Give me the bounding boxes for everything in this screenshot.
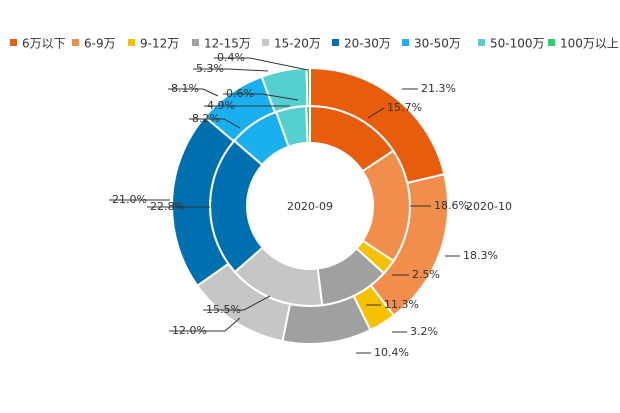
inner-ring-name: 2020-09 bbox=[287, 200, 333, 213]
value-label: 21.0% bbox=[112, 193, 147, 206]
outer-ring-name: 2020-10 bbox=[466, 200, 512, 213]
value-label: 15.5% bbox=[206, 303, 241, 316]
legend-swatch bbox=[72, 39, 79, 46]
legend-label: 9-12万 bbox=[140, 37, 179, 51]
legend-item[interactable]: 20-30万 bbox=[332, 37, 391, 51]
leader-line bbox=[223, 93, 299, 101]
value-label: 2.5% bbox=[412, 268, 440, 281]
outer-label-6-9万: 18.3% bbox=[445, 249, 498, 262]
inner-label-20-30万: 22.8% bbox=[147, 200, 210, 213]
legend-item[interactable]: 12-15万 bbox=[192, 37, 251, 51]
value-label: 22.8% bbox=[150, 200, 185, 213]
legend-item[interactable]: 9-12万 bbox=[128, 37, 179, 51]
inner-label-50-100万: 4.9% bbox=[204, 99, 290, 112]
value-label: 18.6% bbox=[434, 199, 469, 212]
outer-label-30-50万: 8.1% bbox=[168, 82, 219, 97]
inner-label-100万以上: 0.6% bbox=[223, 87, 299, 101]
legend-label: 20-30万 bbox=[344, 37, 391, 51]
value-label: 21.3% bbox=[421, 82, 456, 95]
inner-label-9-12万: 2.5% bbox=[392, 268, 440, 281]
leader-line bbox=[193, 68, 269, 72]
legend-label: 30-50万 bbox=[414, 37, 461, 51]
legend-item[interactable]: 15-20万 bbox=[262, 37, 321, 51]
outer-label-50-100万: 5.3% bbox=[193, 62, 269, 75]
outer-label-15-20万: 12.0% bbox=[169, 317, 241, 337]
legend-label: 12-15万 bbox=[204, 37, 251, 51]
value-label: 8.2% bbox=[192, 112, 220, 125]
value-label: 11.3% bbox=[384, 298, 419, 311]
data-labels: 21.3% 18.3% 3.2%10.4% 12.0% 21.0% 8.1% 5.3%0.4… bbox=[109, 51, 498, 359]
inner-label-30-50万: 8.2% bbox=[189, 112, 241, 129]
legend-swatch bbox=[402, 39, 409, 46]
value-label: 18.3% bbox=[463, 249, 498, 262]
leader-line bbox=[367, 107, 385, 119]
outer-label-12-15万: 10.4% bbox=[356, 346, 409, 359]
legend-item[interactable]: 6万以下 bbox=[10, 37, 66, 51]
outer-label-9-12万: 3.2% bbox=[392, 325, 438, 338]
legend-swatch bbox=[10, 39, 17, 46]
value-label: 4.9% bbox=[207, 99, 235, 112]
legend-label: 6-9万 bbox=[84, 37, 116, 51]
inner-slice-100万以上[interactable] bbox=[305, 104, 311, 145]
legend: 6万以下 6-9万 9-12万 12-15万 15-20万 20-30万 30-50万 50-… bbox=[10, 37, 619, 51]
legend-item[interactable]: 100万以上 bbox=[548, 37, 619, 51]
outer-slice-100万以上[interactable] bbox=[305, 66, 311, 108]
legend-item[interactable]: 50-100万 bbox=[478, 37, 545, 51]
legend-label: 100万以上 bbox=[560, 37, 619, 51]
slices bbox=[171, 66, 449, 345]
inner-label-6万以下: 15.7% bbox=[367, 101, 422, 119]
legend-swatch bbox=[128, 39, 135, 46]
value-label: 0.6% bbox=[226, 87, 254, 100]
leader-line bbox=[168, 88, 219, 97]
leader-line bbox=[203, 295, 271, 311]
legend-swatch bbox=[478, 39, 485, 46]
legend-swatch bbox=[192, 39, 199, 46]
value-label: 8.1% bbox=[171, 82, 199, 95]
outer-label-100万以上: 0.4% bbox=[214, 51, 309, 71]
legend-label: 6万以下 bbox=[22, 37, 66, 51]
legend-swatch bbox=[332, 39, 339, 46]
legend-item[interactable]: 6-9万 bbox=[72, 37, 116, 51]
legend-swatch bbox=[262, 39, 269, 46]
leader-line bbox=[169, 317, 241, 332]
inner-label-12-15万: 11.3% bbox=[366, 298, 419, 311]
value-label: 3.2% bbox=[410, 325, 438, 338]
legend-label: 50-100万 bbox=[490, 37, 545, 51]
legend-item[interactable]: 30-50万 bbox=[402, 37, 461, 51]
value-label: 12.0% bbox=[172, 324, 207, 337]
leader-line bbox=[214, 57, 309, 71]
leader-line bbox=[189, 118, 241, 129]
inner-label-6-9万: 18.6% bbox=[410, 199, 469, 212]
outer-label-20-30万: 21.0% bbox=[109, 193, 170, 206]
value-label: 15.7% bbox=[387, 101, 422, 114]
legend-swatch bbox=[548, 39, 555, 46]
value-label: 10.4% bbox=[374, 346, 409, 359]
outer-label-6万以下: 21.3% bbox=[402, 82, 456, 95]
inner-label-15-20万: 15.5% bbox=[203, 295, 271, 316]
value-label: 0.4% bbox=[217, 51, 245, 64]
value-label: 5.3% bbox=[196, 62, 224, 75]
legend-label: 15-20万 bbox=[274, 37, 321, 51]
ring-names: 2020-09 2020-10 bbox=[287, 200, 512, 213]
